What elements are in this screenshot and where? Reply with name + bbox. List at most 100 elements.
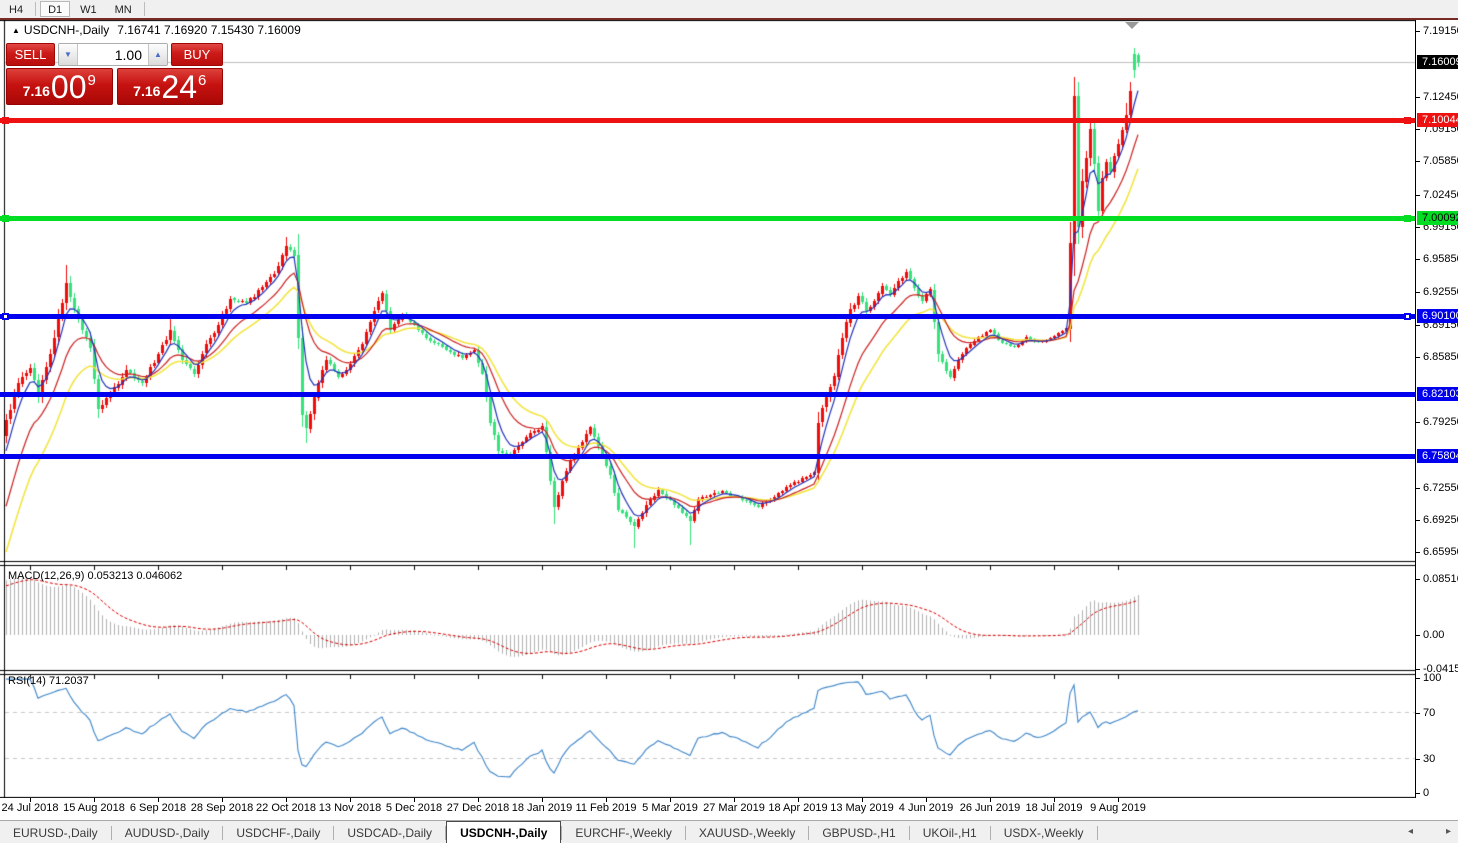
date-label: 13 May 2019 [830,802,894,814]
chart-tab-usdchf-daily[interactable]: USDCHF-,Daily [236,826,321,840]
tab-separator [808,826,810,840]
level-line-blue-1-handle[interactable] [2,312,9,320]
timeframe-button-mn[interactable]: MN [107,1,140,17]
price-tick-label: 7.05850 [1416,155,1458,168]
sell-button[interactable]: SELL [6,43,55,66]
tab-separator [561,826,563,840]
timeframe-button-h4[interactable]: H4 [1,1,31,17]
chart-tab-audusd-daily[interactable]: AUDUSD-,Daily [124,826,210,840]
level-line-blue-1-handle[interactable] [1404,312,1411,320]
chart-title: ▲ USDCNH-,Daily 7.16741 7.16920 7.15430 7.… [12,23,301,37]
level-line-blue-2[interactable] [0,392,1415,398]
collapse-triangle-icon[interactable]: ▲ [12,26,20,35]
level-line-blue-3-badge: 6.75804 [1417,448,1458,463]
date-label: 27 Mar 2019 [703,802,765,814]
chart-tab-usdx-weekly[interactable]: USDX-,Weekly [1003,826,1084,840]
level-line-blue-3[interactable] [0,453,1415,459]
price-tick-label: 6.85850 [1416,351,1458,364]
date-tick-mark [606,798,607,802]
price-tick-label: 7.12450 [1416,91,1458,104]
current-price-badge: 7.16009 [1417,54,1458,69]
volume-increase-button[interactable]: ▲ [148,44,167,65]
date-label: 9 Aug 2019 [1090,802,1146,814]
volume-input[interactable] [78,44,148,65]
chart-tab-usdcnh-daily[interactable]: USDCNH-,Daily [446,821,562,843]
resistance-line-red-handle[interactable] [1404,117,1411,125]
date-tick-mark [222,798,223,802]
date-label: 6 Sep 2018 [129,802,187,814]
price-tick-label: 6.72550 [1416,482,1458,495]
buy-button[interactable]: BUY [171,43,223,66]
date-tick-mark [286,798,287,802]
timeframe-button-w1[interactable]: W1 [72,1,105,17]
price-tick-label: 6.69250 [1416,514,1458,527]
tab-separator [908,826,910,840]
toolbar-separator [143,2,145,16]
sell-price-prefix: 7.16 [22,83,50,99]
level-line-blue-1[interactable] [0,313,1415,319]
chart-tab-eurchf-weekly[interactable]: EURCHF-,Weekly [575,826,672,840]
chart-tab-usdcad-daily[interactable]: USDCAD-,Daily [347,826,433,840]
price-tick-label: 7.19150 [1416,25,1458,38]
rsi-axis-label: 0 [1416,787,1429,800]
date-label: 26 Jun 2019 [959,802,1021,814]
date-tick-mark [670,798,671,802]
support-line-green-badge: 7.00092 [1417,210,1458,225]
tabs-scroll-right-icon[interactable]: ▸ [1446,826,1452,837]
support-line-green-handle[interactable] [2,214,9,222]
buy-price-pips: 24 [161,69,197,105]
date-label: 22 Oct 2018 [256,802,316,814]
tab-separator [333,826,335,840]
buy-price-point: 6 [198,72,207,89]
timeframe-button-d1[interactable]: D1 [40,1,71,17]
date-label: 24 Jul 2018 [1,802,59,814]
date-tick-mark [158,798,159,802]
chart-tab-ukoil-h1[interactable]: UKOil-,H1 [922,826,977,840]
rsi-axis-label: 70 [1416,707,1435,720]
macd-axis-label: 0.00 [1416,629,1444,642]
support-line-green[interactable] [0,215,1415,221]
resistance-line-red-handle[interactable] [2,117,9,125]
date-tick-mark [350,798,351,802]
date-tick-mark [414,798,415,802]
rsi-indicator-label: RSI(14) 71.2037 [8,675,89,687]
date-tick-mark [30,798,31,802]
date-label: 18 Jul 2019 [1025,802,1083,814]
chart-tab-eurusd-daily[interactable]: EURUSD-,Daily [13,826,98,840]
volume-decrease-button[interactable]: ▼ [59,44,78,65]
date-tick-mark [542,798,543,802]
chart-tab-xauusd-weekly[interactable]: XAUUSD-,Weekly [698,826,796,840]
date-tick-mark [1118,798,1119,802]
buy-price-button[interactable]: 7.16 24 6 [116,68,223,105]
price-chart-canvas[interactable] [0,20,1415,798]
symbol-period-label: USDCNH-,Daily [23,23,110,37]
resistance-line-red[interactable] [0,118,1415,124]
tab-separator [445,826,447,840]
date-label: 13 Nov 2018 [318,802,382,814]
price-tick-label: 7.02450 [1416,189,1458,202]
date-label: 28 Sep 2018 [190,802,254,814]
date-label: 11 Feb 2019 [575,802,637,814]
tab-separator [222,826,224,840]
level-line-blue-2-badge: 6.82103 [1417,387,1458,402]
tab-separator [1096,826,1098,840]
timeframe-toolbar: H4 D1 W1 MN [0,0,1458,18]
tab-separator [989,826,991,840]
rsi-axis-label: 30 [1416,753,1435,766]
tab-separator [110,826,112,840]
level-line-blue-1-badge: 6.90100 [1417,308,1458,323]
toolbar-underline [0,18,1458,20]
chart-tab-gbpusd-h1[interactable]: GBPUSD-,H1 [822,826,896,840]
macd-axis-label: -0.04159 [1416,663,1458,676]
resistance-line-red-badge: 7.10044 [1417,113,1458,128]
sell-price-button[interactable]: 7.16 00 9 [6,68,113,105]
date-tick-mark [990,798,991,802]
ohlc-values: 7.16741 7.16920 7.15430 7.16009 [117,23,301,37]
support-line-green-handle[interactable] [1404,214,1411,222]
date-label: 5 Dec 2018 [385,802,443,814]
price-tick-label: 6.92550 [1416,286,1458,299]
scroll-to-end-marker[interactable] [1125,22,1139,29]
tabs-scroll-left-icon[interactable]: ◂ [1408,826,1414,837]
macd-axis-label: 0.085164 [1416,573,1458,586]
